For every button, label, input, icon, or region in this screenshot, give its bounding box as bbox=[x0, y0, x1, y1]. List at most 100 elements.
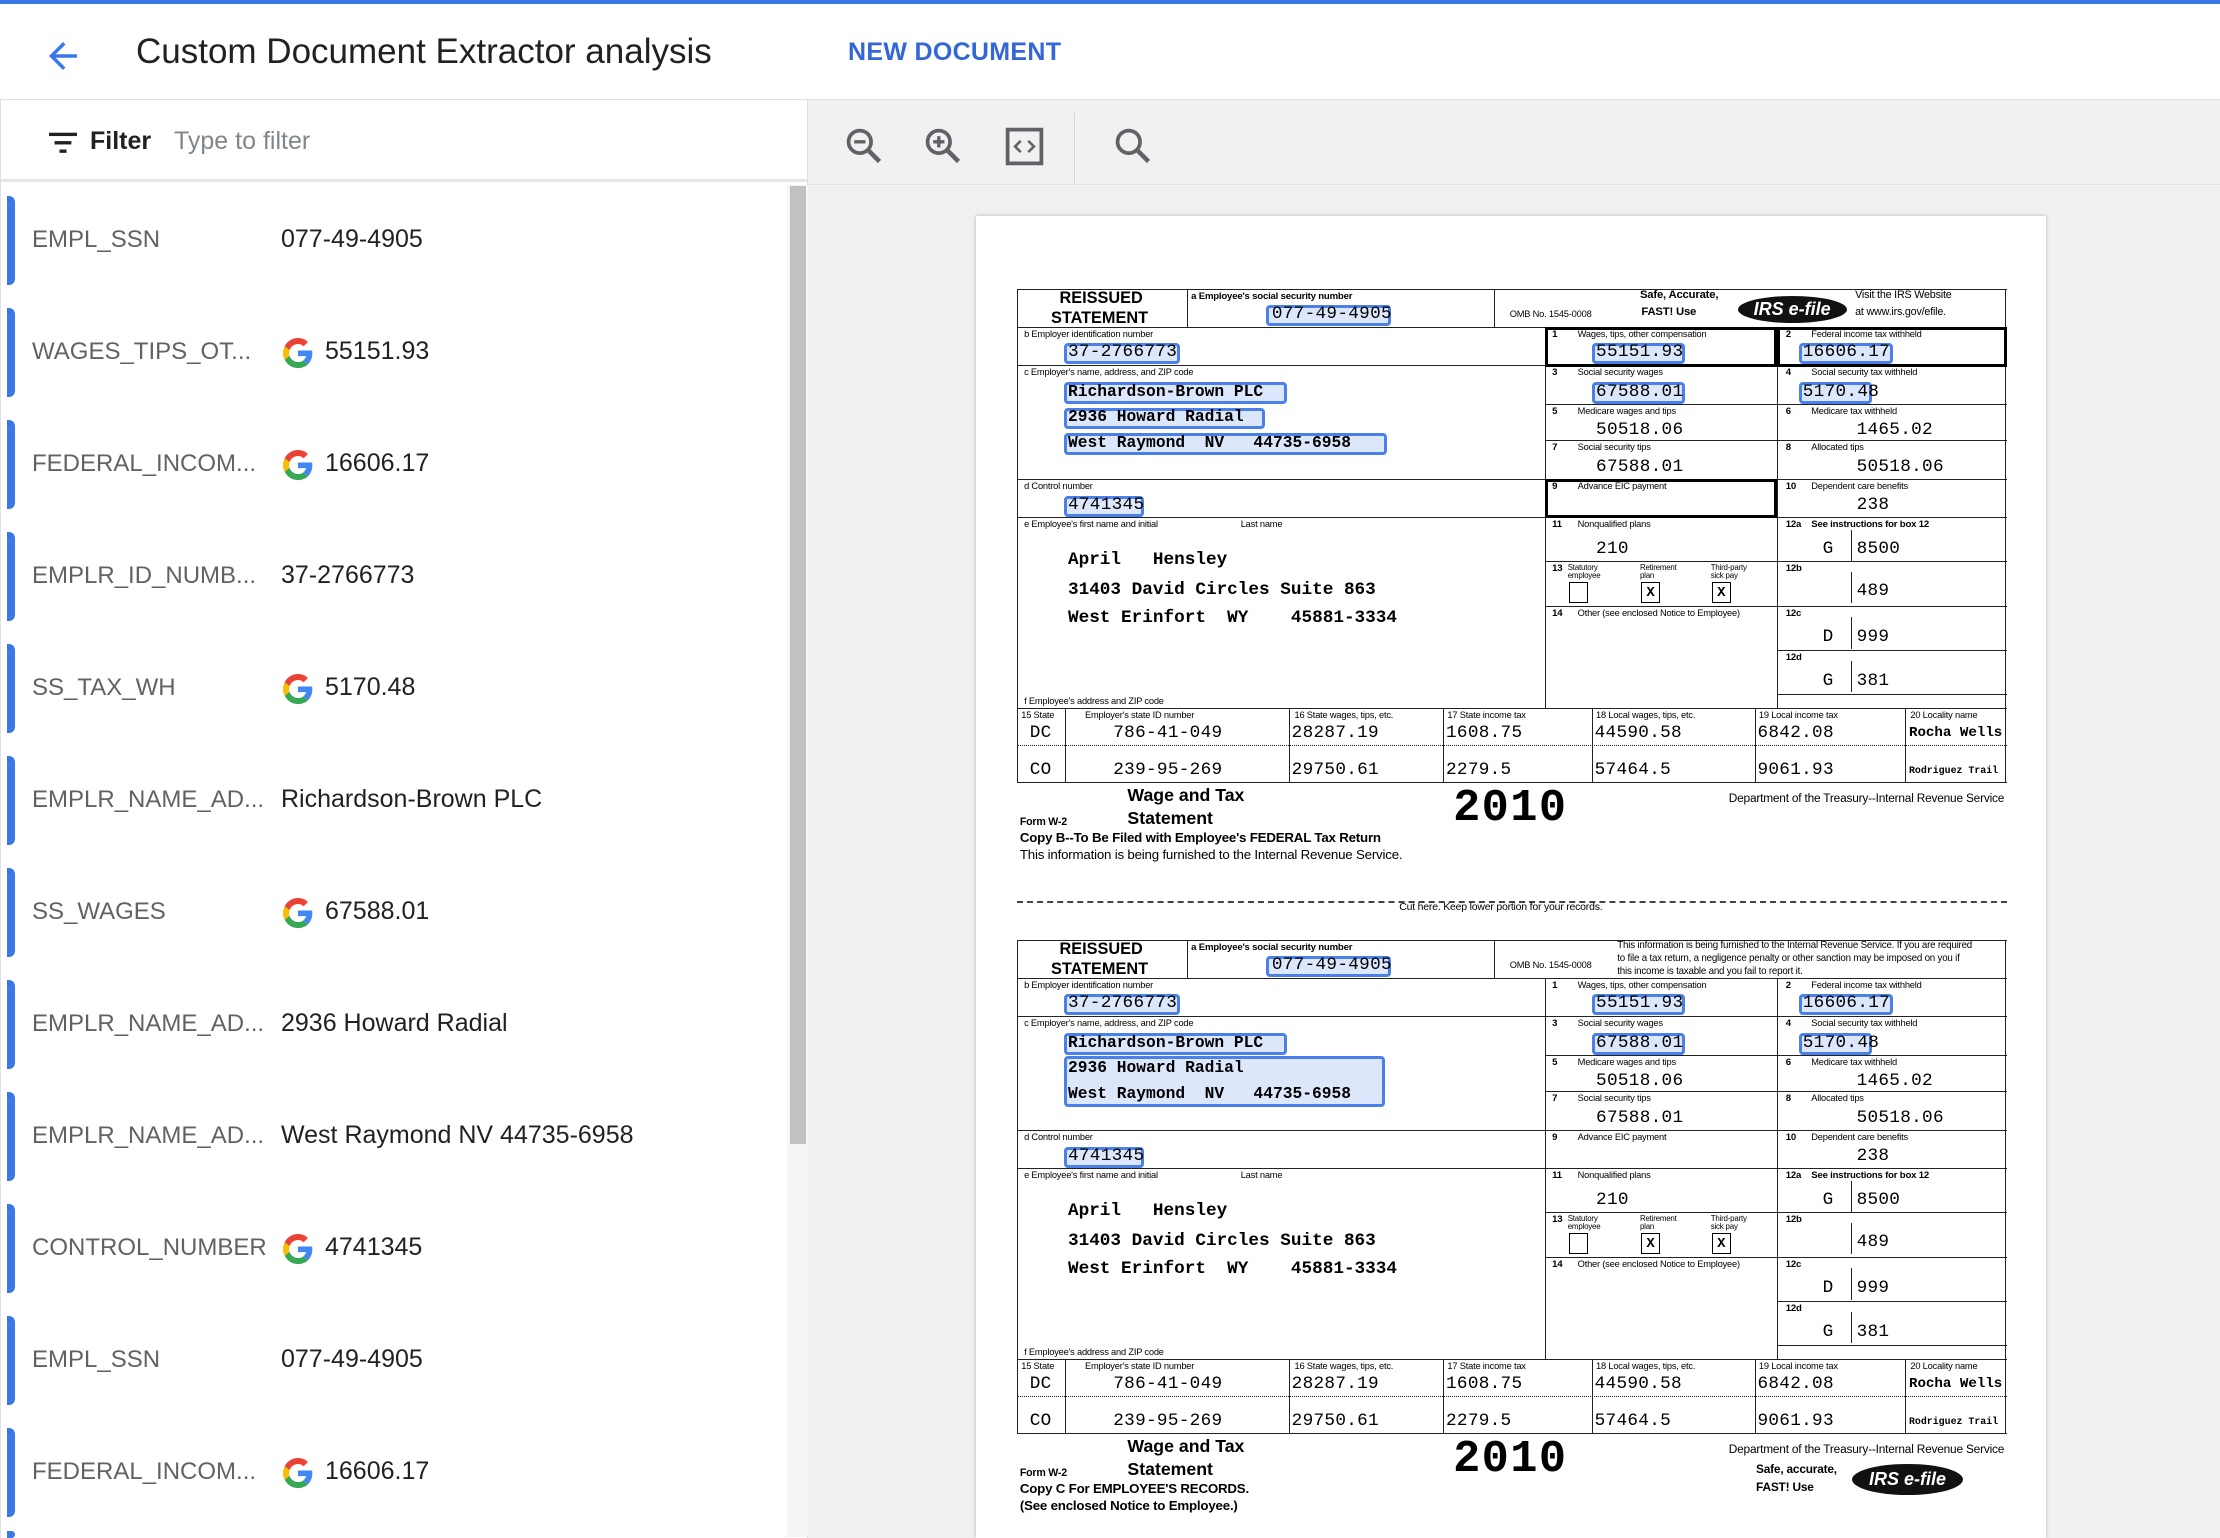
entity-indicator-bar bbox=[7, 644, 15, 733]
back-button[interactable] bbox=[42, 35, 84, 77]
form-rule bbox=[1017, 478, 1546, 480]
fit-page-button[interactable] bbox=[1002, 124, 1047, 169]
extracted-field-highlight[interactable] bbox=[1266, 955, 1391, 977]
control-number: 4741345 bbox=[1067, 495, 1145, 516]
scrollbar-thumb[interactable] bbox=[790, 186, 806, 1144]
entity-item[interactable]: FEDERAL_INCOM... 16606.17 bbox=[1, 409, 783, 521]
checkbox-retirement[interactable]: X bbox=[1641, 1233, 1660, 1255]
form-rule bbox=[1017, 744, 2007, 746]
state-header-sid: Employer's state ID number bbox=[1084, 709, 1195, 720]
employer-address: 2936 Howard Radial bbox=[1067, 1058, 1244, 1078]
form-rule bbox=[1017, 940, 1018, 1435]
extracted-field-highlight[interactable] bbox=[1591, 342, 1686, 365]
extracted-field-highlight[interactable] bbox=[1798, 1033, 1873, 1055]
form-rule bbox=[1545, 1257, 2007, 1259]
filter-input[interactable] bbox=[174, 121, 769, 161]
irs-efile-logo: IRS e-file bbox=[1737, 296, 1847, 323]
extracted-field-highlight[interactable] bbox=[1591, 382, 1686, 404]
retirement-label: Retirement bbox=[1639, 562, 1677, 572]
employee-address: 31403 David Circles Suite 863 bbox=[1067, 1231, 1376, 1252]
entity-item[interactable]: FEDERAL_INCOM... 16606.17 bbox=[1, 1417, 783, 1529]
irs-notice-2: to file a tax return, a negligence penal… bbox=[1617, 953, 1960, 965]
ssn-label: a Employee's social security number bbox=[1191, 941, 1353, 953]
form-rule bbox=[1017, 1167, 1546, 1169]
local-wages: 57464.5 bbox=[1594, 759, 1672, 780]
box-b2-number: 2 bbox=[1785, 980, 1791, 992]
filter-icon[interactable] bbox=[49, 131, 77, 154]
entity-item[interactable]: EMPL_SSN 077-49-4905 bbox=[1, 1305, 783, 1417]
box-12d-number: 12d bbox=[1785, 651, 1802, 663]
department-label: Department of the Treasury--Internal Rev… bbox=[1728, 791, 2005, 806]
extracted-field-highlight[interactable] bbox=[1063, 382, 1288, 404]
extracted-field-highlight[interactable] bbox=[1266, 304, 1391, 326]
entity-item[interactable]: SS_WAGES 67588.01 bbox=[1, 857, 783, 969]
box-b12a-number: 12a bbox=[1785, 518, 1802, 530]
checkbox-thirdparty[interactable]: X bbox=[1712, 582, 1731, 604]
entity-item[interactable]: CONTROL_NUMBER 4741345 bbox=[1, 1193, 783, 1305]
checkbox-thirdparty[interactable]: X bbox=[1712, 1233, 1731, 1255]
page-title: Custom Document Extractor analysis bbox=[136, 32, 712, 71]
extracted-field-highlight[interactable] bbox=[1591, 1033, 1686, 1055]
google-g-icon bbox=[283, 898, 313, 928]
entity-item[interactable]: EMPL_SSN 077-49-4905 bbox=[1, 185, 783, 297]
extracted-field-highlight[interactable] bbox=[1063, 993, 1180, 1016]
box-b1-number: 1 bbox=[1552, 329, 1558, 341]
extracted-field-highlight[interactable] bbox=[1063, 1033, 1288, 1055]
cut-line bbox=[1017, 900, 2007, 903]
efile-slogan-2: FAST! Use bbox=[1641, 306, 1697, 319]
extracted-field-highlight[interactable] bbox=[1591, 993, 1686, 1016]
entity-item[interactable]: WAGES_TIPS_OT... 55151.93 bbox=[1, 297, 783, 409]
entity-item[interactable]: EMPLR_NAME_AD... West Raymond NV 44735-69… bbox=[1, 1081, 783, 1193]
extracted-field-highlight[interactable] bbox=[1798, 342, 1894, 365]
extracted-field-highlight[interactable] bbox=[1798, 993, 1894, 1016]
box-4-value: 5170.48 bbox=[1802, 1032, 1880, 1053]
entity-value: Richardson-Brown PLC bbox=[281, 785, 543, 813]
box-12-amount: 8500 bbox=[1856, 1190, 1901, 1210]
checkbox-statutory[interactable] bbox=[1569, 1233, 1588, 1255]
extracted-field-highlight[interactable] bbox=[1063, 495, 1145, 517]
local-tax: 9061.93 bbox=[1757, 759, 1834, 780]
form-rule bbox=[1777, 1301, 2007, 1303]
box-12d-number: 12d bbox=[1785, 1302, 1802, 1314]
search-button[interactable] bbox=[1111, 124, 1156, 169]
box-12c-number: 12c bbox=[1785, 607, 1802, 619]
box-b3-number: 3 bbox=[1552, 1018, 1558, 1030]
state-header-s20: 20 Locality name bbox=[1910, 709, 1978, 720]
state-code: CO bbox=[1029, 1410, 1052, 1431]
box-b9-label: Advance EIC payment bbox=[1577, 480, 1667, 491]
entity-item[interactable]: EMPLR_NAME_AD... 2936 Howard Radial bbox=[1, 969, 783, 1081]
form-rule bbox=[1777, 1344, 2007, 1346]
checkbox-retirement[interactable]: X bbox=[1641, 582, 1660, 604]
local-wages: 44590.58 bbox=[1594, 1374, 1682, 1395]
entity-indicator-bar bbox=[7, 1204, 15, 1293]
box-b11-number: 11 bbox=[1552, 1169, 1562, 1181]
entity-item[interactable]: EMPLR_ID_NUMB... 37-2766773 bbox=[1, 521, 783, 633]
local-tax: 9061.93 bbox=[1757, 1410, 1834, 1431]
entity-item[interactable]: SS_TAX_WH 5170.48 bbox=[1, 633, 783, 745]
extracted-field-highlight[interactable] bbox=[1063, 433, 1387, 455]
new-document-button[interactable]: NEW DOCUMENT bbox=[848, 38, 1062, 66]
entity-item[interactable]: EMPLR_NAME_AD... Richardson-Brown PLC bbox=[1, 745, 783, 857]
box-12-code: G bbox=[1822, 1190, 1834, 1210]
extracted-field-highlight[interactable] bbox=[1063, 1146, 1145, 1168]
third-party-label-2: sick pay bbox=[1710, 1222, 1738, 1232]
entity-panel: Filter EMPL_SSN 077-49-4905 WAGES_TIPS_OT.… bbox=[0, 100, 808, 1538]
entity-indicator-bar bbox=[7, 1428, 15, 1517]
zoom-out-button[interactable] bbox=[842, 124, 887, 169]
box-1-value: 55151.93 bbox=[1596, 993, 1684, 1014]
extracted-field-highlight[interactable] bbox=[1063, 1056, 1386, 1108]
last-name-label: Last name bbox=[1240, 1169, 1283, 1180]
box-7-value: 67588.01 bbox=[1596, 1107, 1684, 1128]
extracted-field-highlight[interactable] bbox=[1063, 407, 1265, 430]
zoom-in-button[interactable] bbox=[921, 124, 966, 169]
box-1-emphasis bbox=[1545, 327, 1778, 367]
extracted-field-highlight[interactable] bbox=[1063, 342, 1180, 365]
entity-item[interactable] bbox=[1, 1529, 783, 1538]
entity-indicator-bar bbox=[7, 1092, 15, 1181]
box-12-amount: 999 bbox=[1856, 1277, 1890, 1298]
form-rule bbox=[1017, 781, 2007, 783]
form-rule bbox=[2005, 289, 2007, 784]
extracted-field-highlight[interactable] bbox=[1798, 382, 1873, 404]
box-b2-label: Federal income tax withheld bbox=[1811, 329, 1922, 340]
checkbox-statutory[interactable] bbox=[1569, 582, 1588, 604]
